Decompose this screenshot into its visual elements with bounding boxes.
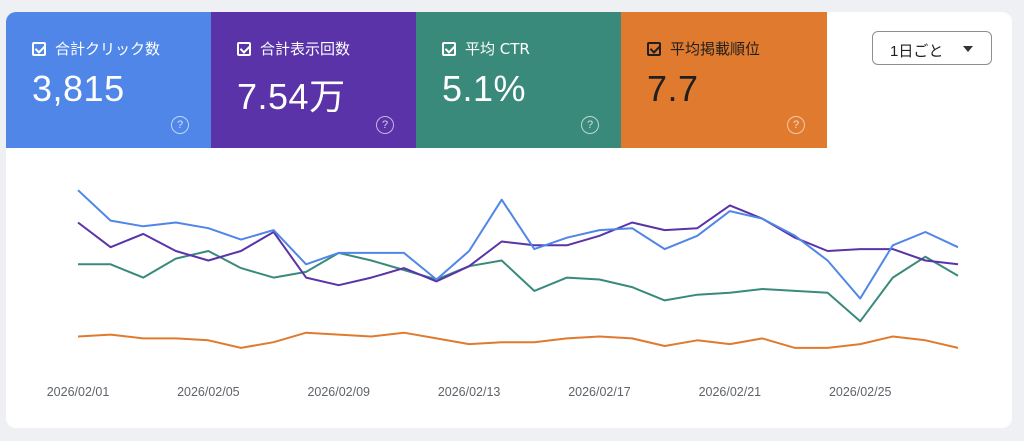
chevron-down-icon	[963, 46, 973, 52]
period-select-value: 1日ごと	[890, 43, 944, 60]
metric-tile-clicks[interactable]: 合計クリック数 3,815 ?	[6, 12, 211, 148]
x-tick-label: 2026/02/09	[307, 385, 370, 399]
metric-value: 7.7	[647, 68, 699, 109]
x-tick-label: 2026/02/13	[438, 385, 501, 399]
series-line-3[interactable]	[77, 331, 959, 349]
x-tick-label: 2026/02/01	[47, 385, 110, 399]
metric-tile-position[interactable]: 平均掲載順位 7.7 ?	[621, 12, 827, 148]
x-tick-label: 2026/02/25	[829, 385, 892, 399]
series-line-0[interactable]	[77, 189, 959, 300]
help-icon[interactable]: ?	[581, 116, 599, 134]
x-tick-label: 2026/02/05	[177, 385, 240, 399]
metric-tile-ctr[interactable]: 平均 CTR 5.1% ?	[416, 12, 621, 148]
metric-tile-impressions[interactable]: 合計表示回数 7.54万 ?	[211, 12, 416, 148]
metric-value: 7.54万	[237, 76, 346, 117]
series-lines	[77, 189, 959, 349]
checkbox-icon[interactable]	[32, 41, 46, 56]
metric-value: 5.1%	[442, 68, 527, 109]
line-chart: 2026/02/01 2026/02/05 2026/02/09 2026/02/13…	[47, 189, 959, 399]
metric-label: 合計表示回数	[260, 40, 351, 58]
checkbox-icon[interactable]	[647, 41, 661, 56]
series-line-2[interactable]	[78, 250, 959, 323]
metric-label: 平均掲載順位	[670, 40, 761, 58]
metric-label: 平均 CTR	[465, 40, 530, 58]
x-axis-ticks: 2026/02/01 2026/02/05 2026/02/09 2026/02/13…	[47, 385, 892, 399]
series-line-1[interactable]	[77, 204, 959, 287]
checkbox-icon[interactable]	[237, 41, 251, 56]
checkbox-icon[interactable]	[442, 41, 456, 56]
help-icon[interactable]: ?	[171, 116, 189, 134]
performance-card: 合計クリック数 3,815 ? 合計表示回数 7.54万 ? 平均 CTR 5.…	[6, 12, 1012, 428]
metric-label: 合計クリック数	[55, 40, 161, 58]
help-icon[interactable]: ?	[376, 116, 394, 134]
help-icon[interactable]: ?	[787, 116, 805, 134]
period-select[interactable]: 1日ごと	[872, 31, 992, 65]
metric-value: 3,815	[32, 68, 125, 109]
x-tick-label: 2026/02/17	[568, 385, 631, 399]
x-tick-label: 2026/02/21	[699, 385, 762, 399]
